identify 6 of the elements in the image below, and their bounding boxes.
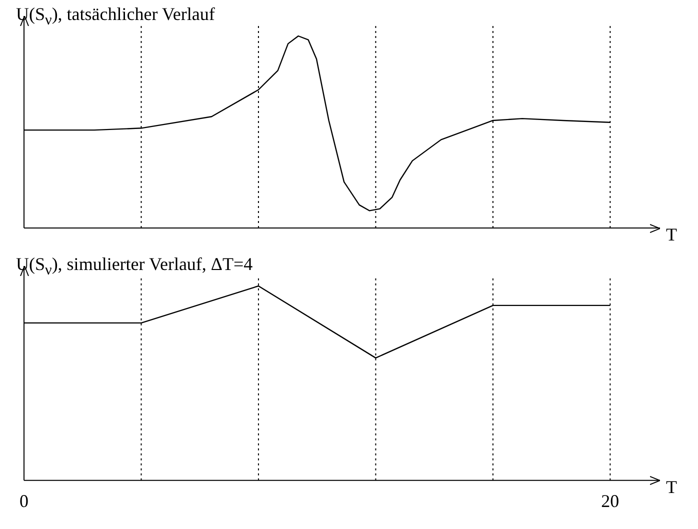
x-axis-title: T	[666, 477, 677, 498]
x-tick-label: 0	[20, 490, 28, 511]
chart-title: U(S$_{ν}$), simulierter Verlauf, ΔT=4	[16, 254, 253, 280]
x-tick-label: 20	[601, 490, 620, 511]
x-axis-title: T	[666, 224, 677, 245]
chart-title: U(S$_{ν}$), tatsächlicher Verlauf	[16, 4, 215, 30]
